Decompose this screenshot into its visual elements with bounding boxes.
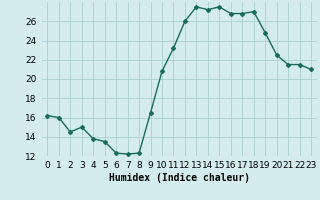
X-axis label: Humidex (Indice chaleur): Humidex (Indice chaleur) (109, 173, 250, 183)
